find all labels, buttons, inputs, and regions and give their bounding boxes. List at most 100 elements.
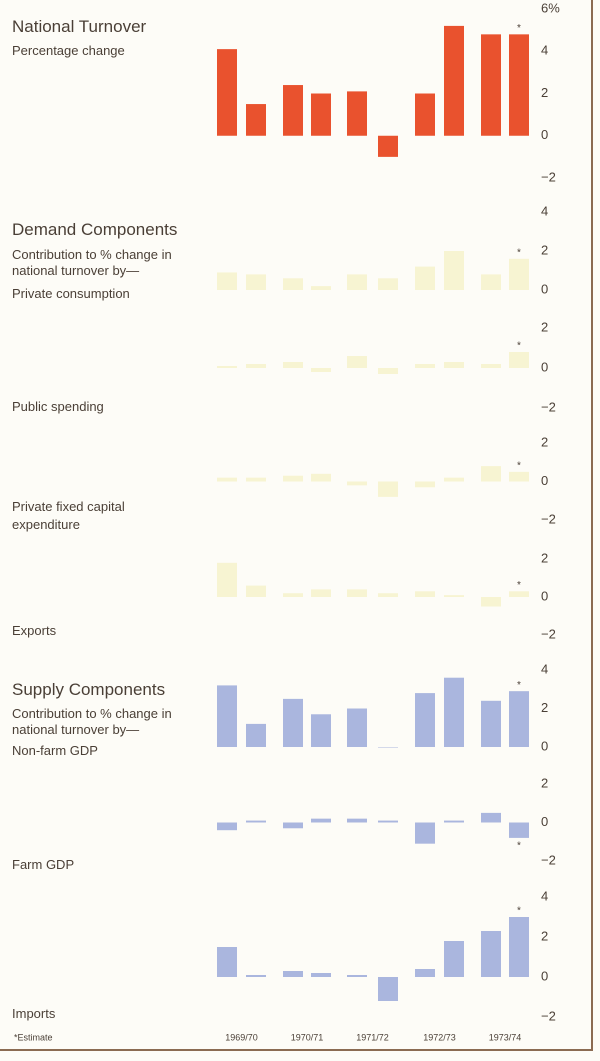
bar [246,104,266,136]
bar [509,917,529,977]
y-tick-label: 0 [541,588,548,603]
bar [347,274,367,290]
bar [378,368,398,374]
series-label: Private fixed capital expenditure [12,499,125,532]
bar [283,475,303,482]
bar [347,481,367,486]
y-tick-label: 2 [541,928,548,943]
bar [378,820,398,823]
bar [283,85,303,136]
bar [378,278,398,290]
bar [444,477,464,482]
y-tick-label: −2 [541,626,556,641]
series-label: Non-farm GDP [12,743,98,758]
series-label: Imports [12,1006,56,1021]
bar [246,477,266,482]
x-tick-label: 1972/73 [423,1032,456,1042]
bar [444,820,464,823]
bar [311,286,331,290]
y-tick-label: 2 [541,700,548,715]
bar [415,93,435,136]
bar [444,941,464,977]
bar [246,975,266,977]
bar [444,362,464,368]
bar [347,708,367,747]
bar [378,135,398,157]
y-tick-label: 0 [541,281,548,296]
section-subtitle: Percentage change [12,43,125,58]
x-tick-label: 1971/72 [356,1032,389,1042]
bar [311,818,331,823]
y-tick-label: 4 [541,43,548,58]
y-tick-label: 2 [541,434,548,449]
y-tick-label: 0 [541,968,548,983]
bar [311,589,331,597]
bar [509,258,529,290]
section-subtitle: Contribution to % change in national tur… [12,706,172,737]
bar [481,700,501,747]
bar [217,685,237,747]
bar [217,272,237,290]
y-tick-label: −2 [541,169,556,184]
bar [444,251,464,290]
bar [217,366,237,368]
series-label: Farm GDP [12,857,75,872]
y-tick-label: 0 [541,473,548,488]
bar [347,589,367,597]
footnote: *Estimate [14,1032,53,1042]
bar [283,971,303,977]
annotation: * [517,23,521,34]
bar [415,693,435,747]
y-tick-label: 0 [541,359,548,374]
x-tick-label: 1969/70 [225,1032,258,1042]
bar [509,691,529,747]
series-label: Private consumption [12,286,130,301]
bar [217,822,237,831]
y-tick-label: −2 [541,1008,556,1023]
section-title: Supply Components [12,680,166,699]
y-tick-label: −2 [541,852,556,867]
bar [481,812,501,823]
bar [283,362,303,368]
bar [311,473,331,482]
annotation: * [517,841,521,852]
bar [217,947,237,977]
y-tick-label: 0 [541,738,548,753]
bar [509,34,529,136]
bar [217,477,237,482]
y-tick-label: 4 [541,661,548,676]
bar [246,585,266,597]
series-label: Public spending [12,399,104,414]
bar [415,481,435,488]
annotation: * [517,247,521,258]
bar [311,973,331,977]
bar [246,274,266,290]
bar [378,593,398,597]
y-tick-label: 2 [541,85,548,100]
y-tick-label: 0 [541,127,548,142]
bar [283,698,303,747]
bar [311,93,331,136]
annotation: * [517,680,521,691]
bar [481,34,501,136]
bar [481,931,501,977]
bar [378,977,398,1001]
bar [444,677,464,747]
annotation: * [517,461,521,472]
y-tick-label: 4 [541,203,548,218]
y-tick-label: 2 [541,775,548,790]
y-tick-label: −2 [541,511,556,526]
bar [283,593,303,597]
y-tick-label: 0 [541,814,548,829]
bar [246,820,266,823]
bar [415,591,435,597]
bar [481,597,501,607]
bar [444,595,464,597]
bar [378,481,398,497]
section-title: Demand Components [12,220,178,239]
y-tick-label: −2 [541,399,556,414]
x-tick-label: 1973/74 [489,1032,522,1042]
bar [347,818,367,823]
